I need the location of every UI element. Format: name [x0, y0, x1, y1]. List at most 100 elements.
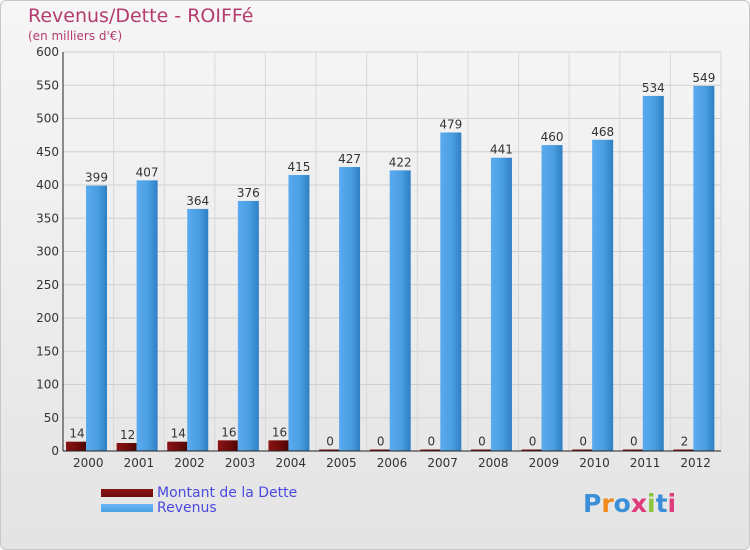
data-label-debt-2008: 0 — [478, 435, 486, 449]
data-label-revenus-2005: 427 — [338, 152, 361, 166]
bar-debt-2004 — [268, 440, 289, 451]
bar-debt-2012 — [673, 449, 694, 451]
bar-revenus-2003 — [237, 200, 259, 451]
bar-revenus-2001 — [136, 180, 158, 451]
x-tick-label-2000: 2000 — [73, 456, 104, 470]
legend-label-revenus: Revenus — [157, 499, 217, 516]
x-tick-label-2008: 2008 — [478, 456, 509, 470]
data-label-debt-2002: 14 — [171, 427, 186, 441]
data-label-debt-2000: 14 — [69, 427, 84, 441]
bar-debt-2010 — [572, 449, 593, 451]
y-tick-label-150: 150 — [36, 344, 59, 358]
data-label-debt-2010: 0 — [579, 435, 587, 449]
data-label-revenus-2002: 364 — [186, 194, 209, 208]
logo-letter: r — [601, 489, 614, 518]
y-tick-label-100: 100 — [36, 378, 59, 392]
proxiti-logo: Proxiti — [583, 489, 676, 518]
x-tick-label-2002: 2002 — [174, 456, 205, 470]
bars-layer — [66, 85, 715, 452]
data-label-revenus-2006: 422 — [389, 155, 412, 169]
x-tick-label-2009: 2009 — [529, 456, 560, 470]
labels-layer: 14 399 12 407 14 364 16 376 16 415 0 427 0 422 0 479 0 44… — [69, 71, 715, 449]
data-label-revenus-2010: 468 — [591, 125, 614, 139]
bar-debt-2000 — [66, 441, 86, 451]
data-label-debt-2011: 0 — [630, 435, 638, 449]
data-label-revenus-2012: 549 — [692, 71, 715, 85]
y-tick-label-250: 250 — [36, 278, 59, 292]
data-label-revenus-2009: 460 — [541, 130, 564, 144]
bar-revenus-2006 — [389, 170, 411, 451]
x-tick-label-2007: 2007 — [427, 456, 458, 470]
y-tick-label-350: 350 — [36, 211, 59, 225]
data-label-revenus-2001: 407 — [136, 165, 159, 179]
bar-debt-2008 — [470, 449, 491, 451]
y-tick-label-0: 0 — [51, 444, 59, 458]
bar-debt-2005 — [319, 449, 340, 451]
y-tick-label-300: 300 — [36, 245, 59, 259]
data-label-revenus-2007: 479 — [439, 117, 462, 131]
bar-debt-2002 — [167, 441, 188, 451]
y-tick-label-600: 600 — [36, 45, 59, 59]
bar-revenus-2012 — [693, 85, 715, 451]
bar-revenus-2005 — [339, 167, 361, 452]
bar-debt-2011 — [622, 449, 643, 451]
y-tick-label-550: 550 — [36, 78, 59, 92]
axis-layer: 0501001502002503003504004505005506002000… — [36, 45, 721, 470]
bar-debt-2006 — [369, 449, 390, 451]
data-label-debt-2005: 0 — [326, 435, 334, 449]
logo-letter: t — [655, 489, 668, 518]
logo-letter: i — [647, 489, 656, 518]
y-tick-label-50: 50 — [44, 411, 59, 425]
data-label-debt-2006: 0 — [377, 435, 385, 449]
data-label-revenus-2004: 415 — [288, 160, 311, 174]
data-label-revenus-2003: 376 — [237, 186, 260, 200]
legend-item-debt: Montant de la Dette — [101, 484, 298, 501]
bar-debt-2007 — [420, 449, 441, 451]
legend-swatch-debt — [101, 488, 153, 497]
bar-revenus-2008 — [490, 157, 512, 452]
y-tick-label-450: 450 — [36, 145, 59, 159]
logo-letter: P — [583, 489, 602, 518]
x-tick-label-2001: 2001 — [124, 456, 155, 470]
data-label-revenus-2000: 399 — [85, 171, 108, 185]
data-label-revenus-2008: 441 — [490, 143, 513, 157]
bar-debt-2001 — [116, 443, 137, 451]
legend-item-revenus: Revenus — [101, 499, 297, 516]
data-label-debt-2004: 16 — [272, 425, 287, 439]
bar-revenus-2007 — [440, 132, 462, 451]
bar-debt-2009 — [521, 449, 542, 451]
logo-letter: o — [613, 489, 631, 518]
data-label-debt-2001: 12 — [120, 428, 135, 442]
logo-letter: x — [630, 489, 647, 518]
data-label-debt-2003: 16 — [221, 425, 236, 439]
x-tick-label-2003: 2003 — [225, 456, 256, 470]
x-tick-label-2010: 2010 — [579, 456, 610, 470]
x-tick-label-2005: 2005 — [326, 456, 357, 470]
y-tick-label-400: 400 — [36, 178, 59, 192]
bar-revenus-2009 — [541, 145, 563, 451]
bar-revenus-2004 — [288, 175, 310, 451]
chart-subtitle: (en milliers d'€) — [28, 29, 123, 43]
legend-label-debt: Montant de la Dette — [157, 484, 298, 501]
bar-revenus-2011 — [642, 95, 664, 451]
x-tick-label-2004: 2004 — [275, 456, 306, 470]
bar-revenus-2002 — [187, 208, 209, 451]
data-label-debt-2012: 2 — [681, 435, 689, 449]
chart-title: Revenus/Dette - ROIFFé — [28, 5, 254, 27]
data-label-revenus-2011: 534 — [642, 81, 665, 95]
y-tick-label-200: 200 — [36, 311, 59, 325]
y-tick-label-500: 500 — [36, 112, 59, 126]
legend: Montant de la Dette Revenus — [101, 484, 298, 516]
x-tick-label-2012: 2012 — [680, 456, 711, 470]
logo-letter: i — [667, 489, 677, 518]
x-tick-label-2011: 2011 — [630, 456, 661, 470]
bar-debt-2003 — [217, 440, 238, 451]
bar-revenus-2010 — [592, 139, 614, 451]
bar-revenus-2000 — [86, 185, 107, 452]
data-label-debt-2007: 0 — [427, 435, 435, 449]
x-tick-label-2006: 2006 — [377, 456, 408, 470]
data-label-debt-2009: 0 — [529, 435, 537, 449]
legend-swatch-revenus — [101, 503, 153, 512]
